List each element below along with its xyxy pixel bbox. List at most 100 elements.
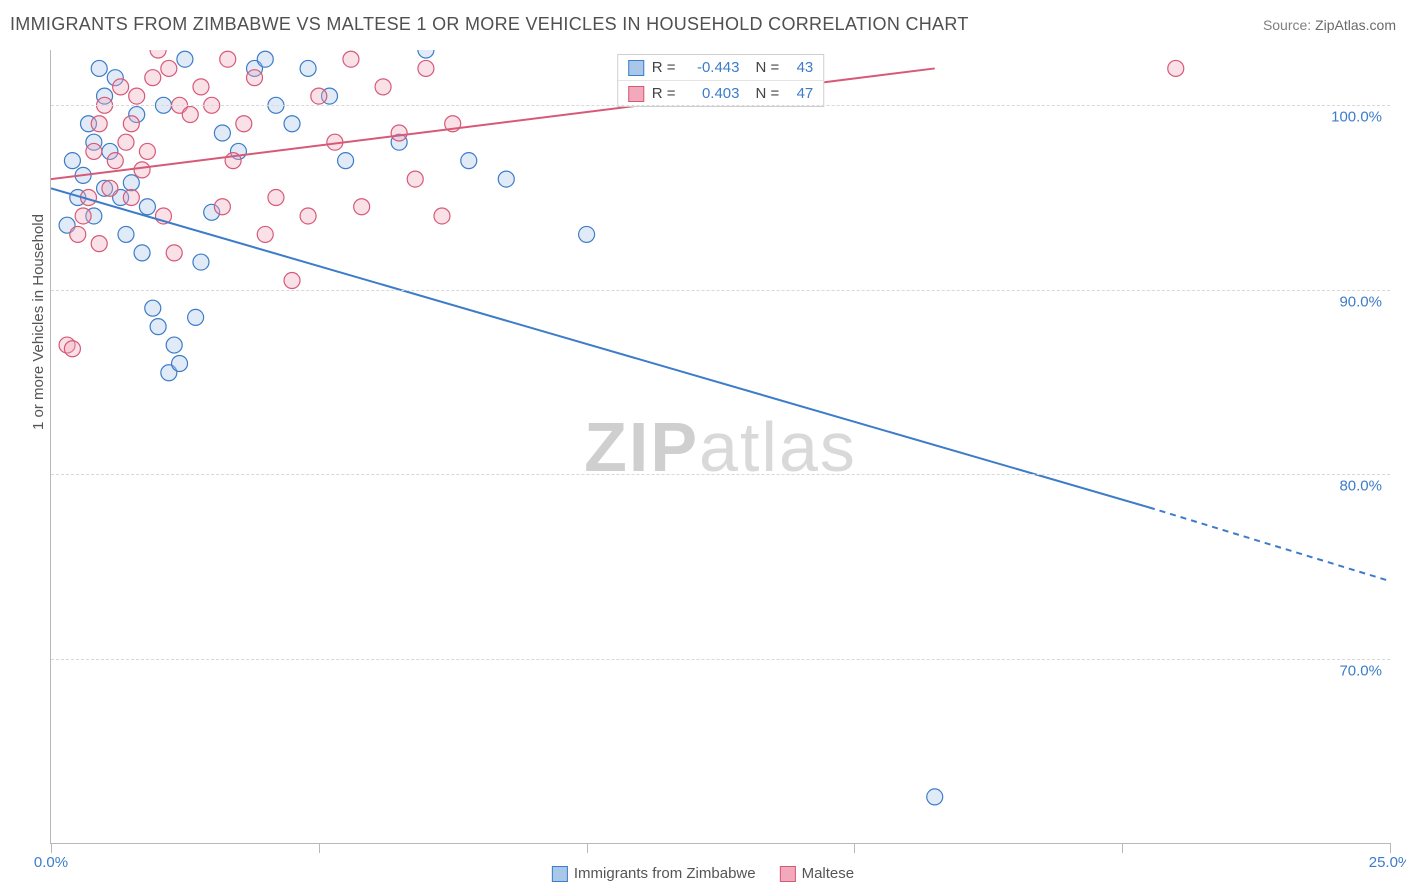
data-point [188, 309, 204, 325]
x-tick [854, 843, 855, 853]
data-point [134, 162, 150, 178]
data-point [177, 51, 193, 67]
x-tick-label: 25.0% [1369, 854, 1406, 871]
data-point [354, 199, 370, 215]
data-point [236, 116, 252, 132]
r-label: R = [652, 59, 676, 76]
gridline [51, 105, 1390, 106]
correlation-row: R = -0.443 N = 43 [618, 55, 824, 80]
data-point [161, 60, 177, 76]
x-tick [1122, 843, 1123, 853]
data-point [434, 208, 450, 224]
data-point [193, 254, 209, 270]
data-point [214, 199, 230, 215]
data-point [284, 273, 300, 289]
y-tick-label: 70.0% [1339, 662, 1382, 679]
data-point [257, 226, 273, 242]
legend-label: Maltese [802, 865, 855, 882]
data-point [284, 116, 300, 132]
plot-svg [51, 50, 1390, 843]
data-point [118, 134, 134, 150]
data-point [75, 208, 91, 224]
n-value: 43 [787, 59, 813, 76]
data-point [139, 143, 155, 159]
x-tick [587, 843, 588, 853]
n-value: 47 [787, 85, 813, 102]
title-bar: IMMIGRANTS FROM ZIMBABWE VS MALTESE 1 OR… [10, 14, 1396, 35]
data-point [150, 319, 166, 335]
y-tick-label: 90.0% [1339, 293, 1382, 310]
legend: Immigrants from Zimbabwe Maltese [552, 865, 854, 882]
r-value: 0.403 [684, 85, 740, 102]
data-point [64, 153, 80, 169]
data-point [375, 79, 391, 95]
data-point [129, 88, 145, 104]
data-point [300, 208, 316, 224]
gridline [51, 290, 1390, 291]
legend-item: Immigrants from Zimbabwe [552, 865, 756, 882]
source-link[interactable]: ZipAtlas.com [1315, 17, 1396, 33]
data-point [113, 79, 129, 95]
data-point [343, 51, 359, 67]
n-label: N = [756, 59, 780, 76]
legend-item: Maltese [780, 865, 855, 882]
y-tick-label: 80.0% [1339, 478, 1382, 495]
y-axis-label: 1 or more Vehicles in Household [30, 214, 47, 430]
y-tick-label: 100.0% [1331, 109, 1382, 126]
correlation-row: R = 0.403 N = 47 [618, 80, 824, 106]
series-swatch-icon [628, 86, 644, 102]
data-point [391, 125, 407, 141]
data-point [927, 789, 943, 805]
data-point [86, 143, 102, 159]
data-point [123, 175, 139, 191]
data-point [70, 226, 86, 242]
regression-line [51, 188, 1149, 507]
data-point [102, 180, 118, 196]
data-point [220, 51, 236, 67]
data-point [91, 236, 107, 252]
data-point [139, 199, 155, 215]
data-point [268, 190, 284, 206]
data-point [418, 60, 434, 76]
legend-swatch-icon [552, 866, 568, 882]
data-point [300, 60, 316, 76]
data-point [150, 50, 166, 58]
source-label: Source: [1263, 17, 1315, 33]
data-point [407, 171, 423, 187]
data-point [214, 125, 230, 141]
data-point [461, 153, 477, 169]
x-tick-label: 0.0% [34, 854, 68, 871]
legend-label: Immigrants from Zimbabwe [574, 865, 756, 882]
data-point [418, 50, 434, 58]
data-point [498, 171, 514, 187]
data-point [91, 60, 107, 76]
legend-swatch-icon [780, 866, 796, 882]
data-point [247, 70, 263, 86]
gridline [51, 474, 1390, 475]
data-point [182, 107, 198, 123]
gridline [51, 659, 1390, 660]
data-point [145, 70, 161, 86]
plot-area: ZIPatlas R = -0.443 N = 43 R = 0.403 N =… [50, 50, 1390, 844]
data-point [172, 356, 188, 372]
x-tick [1390, 843, 1391, 853]
r-value: -0.443 [684, 59, 740, 76]
data-point [91, 116, 107, 132]
data-point [118, 226, 134, 242]
data-point [1168, 60, 1184, 76]
data-point [166, 337, 182, 353]
x-tick [319, 843, 320, 853]
data-point [579, 226, 595, 242]
x-tick [51, 843, 52, 853]
r-label: R = [652, 85, 676, 102]
correlation-box: R = -0.443 N = 43 R = 0.403 N = 47 [617, 54, 825, 107]
data-point [338, 153, 354, 169]
source: Source: ZipAtlas.com [1263, 17, 1396, 33]
regression-line-extrapolated [1149, 507, 1390, 581]
data-point [107, 153, 123, 169]
series-swatch-icon [628, 60, 644, 76]
data-point [123, 116, 139, 132]
n-label: N = [756, 85, 780, 102]
data-point [145, 300, 161, 316]
data-point [257, 51, 273, 67]
